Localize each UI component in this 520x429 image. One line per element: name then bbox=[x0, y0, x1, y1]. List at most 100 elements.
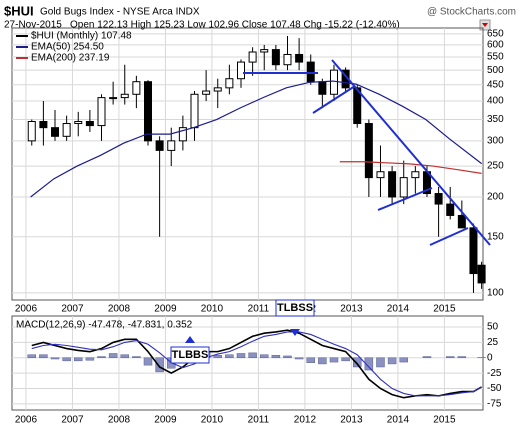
trendline bbox=[429, 227, 469, 246]
y-tick-label: 0 bbox=[487, 352, 493, 363]
histogram-bar bbox=[225, 354, 234, 359]
candle-body bbox=[143, 81, 152, 142]
candle-body bbox=[132, 81, 141, 95]
y-tick-label: 300 bbox=[487, 135, 504, 146]
histogram-bar bbox=[248, 352, 257, 359]
histogram-bar bbox=[213, 355, 222, 359]
candle-body bbox=[213, 87, 222, 92]
x-tick-label: 2011 bbox=[248, 304, 270, 315]
candle-body bbox=[74, 121, 83, 125]
candle-body bbox=[411, 171, 420, 179]
x-tick-label: 2006 bbox=[15, 415, 38, 426]
histogram-bar bbox=[457, 356, 467, 359]
x-tick-label: 2009 bbox=[154, 415, 177, 426]
candle-body bbox=[446, 203, 455, 216]
macd-legend: MACD(12,26,9) -47.478, -47.831, 0.352 bbox=[16, 320, 193, 331]
annotation-box bbox=[170, 346, 210, 364]
y-tick-label: -50 bbox=[487, 383, 502, 394]
source: @ StockCharts.com bbox=[427, 7, 516, 18]
candle-body bbox=[225, 78, 234, 89]
histogram-bar bbox=[259, 354, 269, 359]
candle-body bbox=[457, 214, 466, 229]
histogram-bar bbox=[39, 354, 48, 359]
histogram-bar bbox=[399, 357, 408, 363]
x-tick-label: 2015 bbox=[433, 415, 456, 426]
histogram-bar bbox=[341, 357, 350, 362]
candle-body bbox=[248, 51, 257, 63]
histogram-bar bbox=[236, 353, 246, 359]
annotation-arrow bbox=[185, 336, 195, 343]
menu-icon bbox=[482, 23, 488, 27]
histogram-bar bbox=[352, 357, 362, 368]
candle-body bbox=[120, 93, 129, 99]
legend-label: EMA(200) 237.19 bbox=[31, 53, 110, 64]
candle-body bbox=[236, 61, 245, 80]
candle-body bbox=[190, 93, 199, 129]
x-tick-label: 2006 bbox=[15, 304, 38, 315]
histogram-bar bbox=[62, 357, 71, 362]
index-name: Gold Bugs Index - NYSE Arca INDX bbox=[40, 7, 200, 18]
candle-body bbox=[376, 171, 385, 179]
y-tick-label: -75 bbox=[487, 398, 502, 409]
x-tick-label: 2008 bbox=[108, 415, 131, 426]
candle-body bbox=[97, 97, 106, 127]
symbol: $HUI bbox=[4, 3, 34, 18]
x-tick-label: 2014 bbox=[387, 415, 410, 426]
x-tick-label: 2013 bbox=[340, 304, 363, 315]
y-tick-label: 550 bbox=[487, 52, 504, 63]
candle-body bbox=[271, 49, 280, 66]
annotation-arrow bbox=[290, 329, 300, 336]
y-tick-label: 650 bbox=[487, 28, 504, 39]
y-tick-label: -25 bbox=[487, 368, 502, 379]
annotation: TLBSS bbox=[277, 302, 313, 314]
candle-body bbox=[27, 121, 36, 142]
x-tick-label: 2013 bbox=[340, 415, 363, 426]
macd-frame bbox=[11, 315, 484, 411]
y-tick-label: 50 bbox=[487, 322, 499, 333]
y-tick-label: 450 bbox=[487, 79, 504, 90]
candle-body bbox=[318, 81, 327, 95]
candle-body bbox=[353, 87, 362, 125]
date: 27-Nov-2015 bbox=[4, 20, 62, 31]
histogram-bar bbox=[329, 357, 339, 363]
histogram-bar bbox=[120, 354, 130, 359]
candle-body bbox=[109, 97, 118, 100]
candle-body bbox=[39, 121, 48, 129]
histogram-bar bbox=[155, 357, 164, 373]
candle-body bbox=[399, 177, 408, 198]
histogram-bar bbox=[422, 356, 432, 359]
candle-body bbox=[283, 53, 292, 66]
histogram-bar bbox=[364, 357, 374, 371]
y-tick-label: 600 bbox=[487, 40, 504, 51]
y-tick-label: 200 bbox=[487, 192, 504, 203]
y-tick-label: 150 bbox=[487, 231, 504, 242]
x-tick-label: 2012 bbox=[294, 415, 317, 426]
candle-body bbox=[477, 264, 486, 284]
candle-body bbox=[178, 127, 187, 142]
histogram-bar bbox=[294, 357, 304, 360]
histogram-bar bbox=[318, 357, 327, 365]
x-tick-label: 2009 bbox=[154, 304, 177, 315]
candle-body bbox=[202, 90, 211, 95]
histogram-bar bbox=[27, 354, 37, 359]
histogram-bar bbox=[376, 357, 385, 368]
quote: Open 122.13 High 125.23 Low 102.96 Close… bbox=[70, 20, 400, 31]
y-tick-label: 350 bbox=[487, 114, 504, 125]
histogram-bar bbox=[445, 356, 455, 359]
ema-line bbox=[30, 80, 482, 198]
candle-body bbox=[85, 121, 94, 127]
candle-body bbox=[62, 123, 71, 137]
histogram-bar bbox=[97, 356, 106, 359]
candle-body bbox=[469, 227, 478, 275]
candle-body bbox=[364, 123, 373, 179]
trendlines bbox=[243, 59, 491, 246]
legend-label: $HUI (Monthly) 107.48 bbox=[31, 31, 132, 42]
y-tick-label: 100 bbox=[487, 288, 504, 299]
trendline bbox=[312, 85, 356, 114]
histogram-bar bbox=[283, 355, 292, 359]
histogram-bar bbox=[74, 357, 83, 362]
candle-body bbox=[434, 193, 443, 205]
x-tick-label: 2010 bbox=[201, 415, 224, 426]
x-tick-label: 2007 bbox=[61, 304, 84, 315]
macd-line bbox=[31, 329, 483, 399]
